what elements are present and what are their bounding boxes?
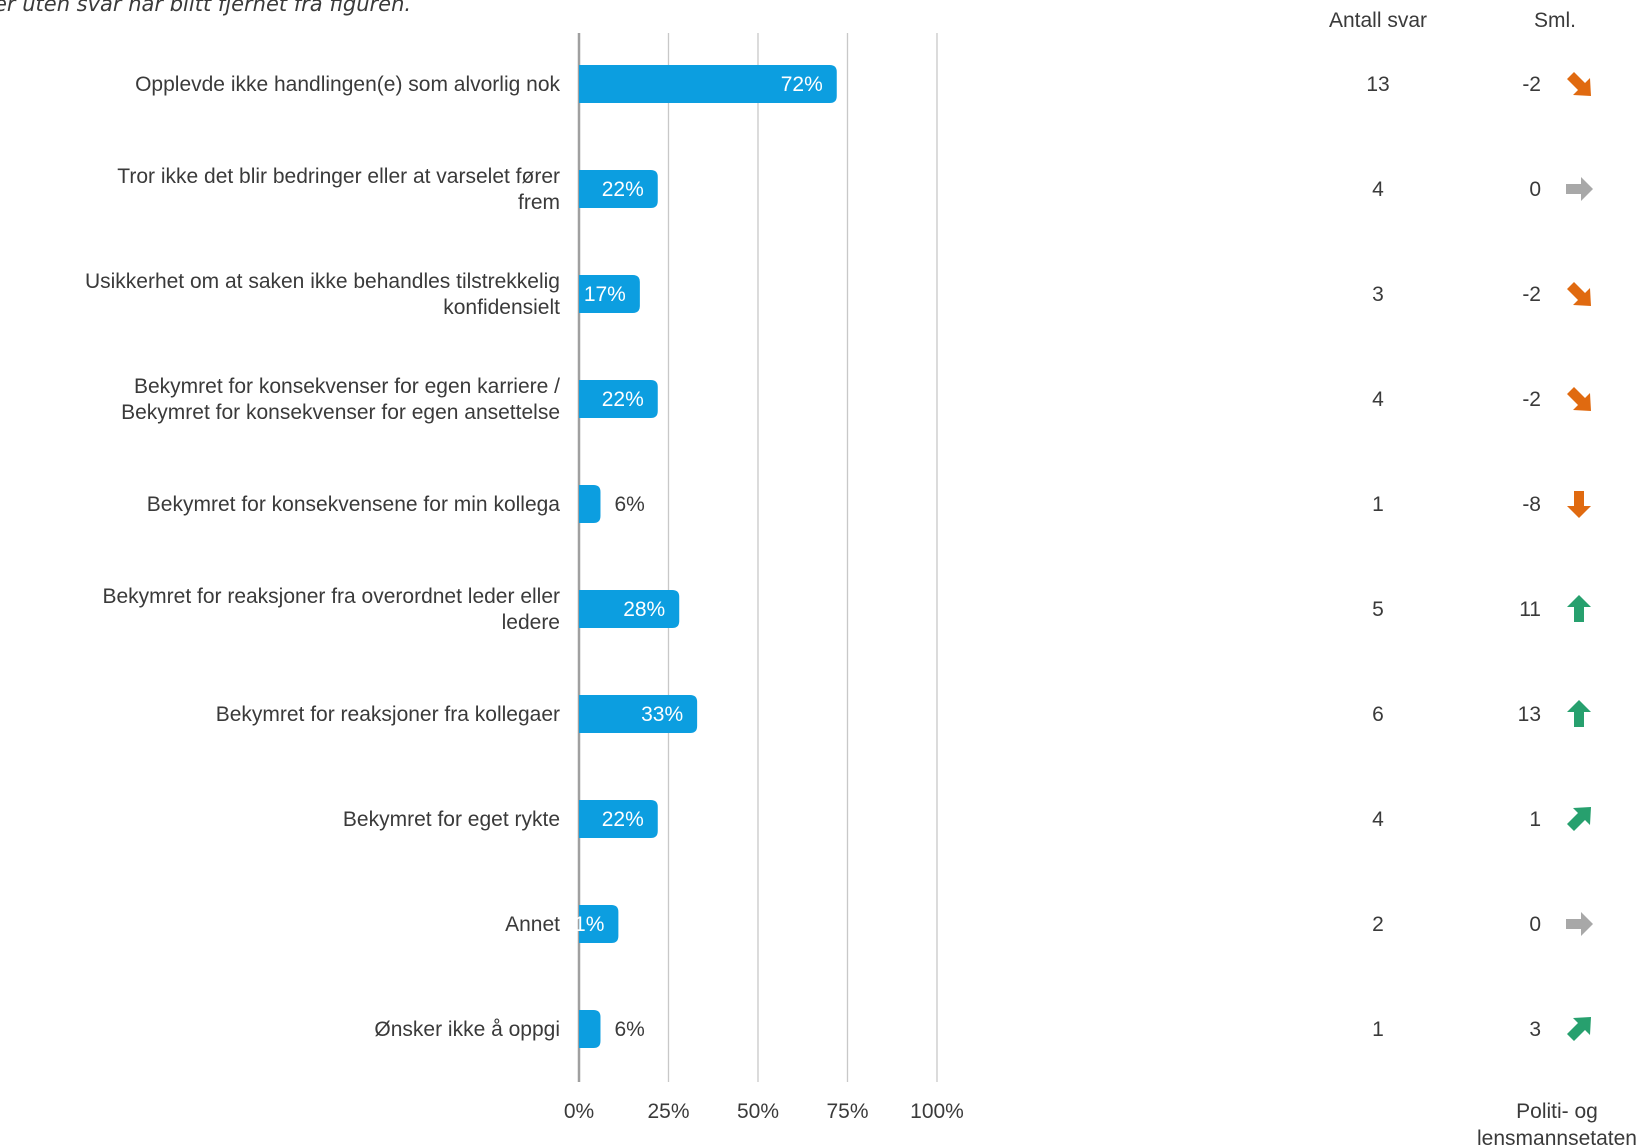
arrow-up-icon — [1567, 595, 1591, 622]
arrow-right-icon — [1566, 912, 1593, 936]
count-value: 1 — [1372, 1018, 1384, 1041]
comparison-value: 0 — [1529, 913, 1541, 936]
count-value: 4 — [1372, 178, 1384, 201]
category-label: Ønsker ikke å oppgi — [374, 1018, 560, 1041]
category-label: Bekymret for konsekvenser for egen anset… — [121, 401, 560, 424]
count-value: 3 — [1372, 283, 1384, 306]
count-header: Antall svar — [1329, 9, 1427, 32]
category-label: Tror ikke det blir bedringer eller at va… — [117, 165, 560, 188]
x-tick-label: 100% — [910, 1100, 964, 1123]
category-label: Bekymret for reaksjoner fra kollegaer — [216, 703, 560, 726]
bar-value-label: 22% — [602, 808, 644, 831]
count-value: 4 — [1372, 808, 1384, 831]
arrow-up-right-icon — [1567, 807, 1591, 831]
count-value: 1 — [1372, 493, 1384, 516]
category-label: ledere — [502, 611, 560, 634]
category-label: Bekymret for konsekvensene for min kolle… — [147, 493, 561, 516]
bar-value-label: 33% — [641, 703, 683, 726]
bar-value-label: 72% — [781, 73, 823, 96]
category-label: Opplevde ikke handlingen(e) som alvorlig… — [135, 73, 560, 96]
category-label: frem — [518, 191, 560, 214]
bar-value-label: 22% — [602, 178, 644, 201]
arrow-down-icon — [1567, 491, 1591, 518]
category-label: Bekymret for reaksjoner fra overordnet l… — [102, 585, 560, 608]
bar — [579, 275, 640, 313]
chart-note: er uten svar har blitt fjernet fra figur… — [0, 0, 412, 16]
compare-header: Sml. — [1534, 9, 1576, 32]
comparison-value: -2 — [1522, 73, 1541, 96]
bar-value-label: 28% — [623, 598, 665, 621]
count-value: 13 — [1366, 73, 1389, 96]
bar-value-label: 11% — [564, 913, 604, 936]
comparison-value: 3 — [1529, 1018, 1541, 1041]
category-label: Annet — [505, 913, 560, 936]
arrow-down-right-icon — [1567, 282, 1591, 306]
bar — [579, 1010, 601, 1048]
bar — [579, 695, 698, 733]
arrow-right-icon — [1566, 177, 1593, 201]
bar — [579, 485, 601, 523]
count-value: 5 — [1372, 598, 1384, 621]
arrow-up-right-icon — [1567, 1017, 1591, 1041]
arrow-down-right-icon — [1567, 387, 1591, 411]
bar — [579, 800, 658, 838]
comparison-value: -2 — [1522, 388, 1541, 411]
bar — [579, 170, 658, 208]
category-label: Bekymret for eget rykte — [343, 808, 560, 831]
arrow-up-icon — [1567, 700, 1591, 727]
bar — [579, 590, 680, 628]
count-value: 6 — [1372, 703, 1384, 726]
category-label: Usikkerhet om at saken ikke behandles ti… — [85, 270, 560, 293]
bar-value-label: 6% — [614, 493, 644, 516]
bar — [579, 380, 658, 418]
category-label: Bekymret for konsekvenser for egen karri… — [134, 375, 560, 398]
arrow-down-right-icon — [1567, 72, 1591, 96]
comparison-value: 0 — [1529, 178, 1541, 201]
bar-value-label: 6% — [614, 1018, 644, 1041]
x-tick-label: 0% — [564, 1100, 594, 1123]
comparison-footer-label: Politi- og — [1516, 1100, 1598, 1123]
category-label: konfidensielt — [443, 296, 560, 319]
comparison-value: 11 — [1519, 598, 1541, 621]
bar-value-label: 22% — [602, 388, 644, 411]
comparison-value: -8 — [1522, 493, 1541, 516]
count-value: 2 — [1372, 913, 1384, 936]
comparison-value: 13 — [1518, 703, 1541, 726]
x-tick-label: 75% — [826, 1100, 868, 1123]
bar — [579, 905, 619, 943]
x-tick-label: 25% — [647, 1100, 689, 1123]
bar-value-label: 17% — [584, 283, 626, 306]
comparison-value: -2 — [1522, 283, 1541, 306]
comparison-value: 1 — [1529, 808, 1541, 831]
x-tick-label: 50% — [737, 1100, 779, 1123]
comparison-footer-label: lensmannsetaten — [1477, 1127, 1637, 1148]
count-value: 4 — [1372, 388, 1384, 411]
bar — [579, 65, 837, 103]
